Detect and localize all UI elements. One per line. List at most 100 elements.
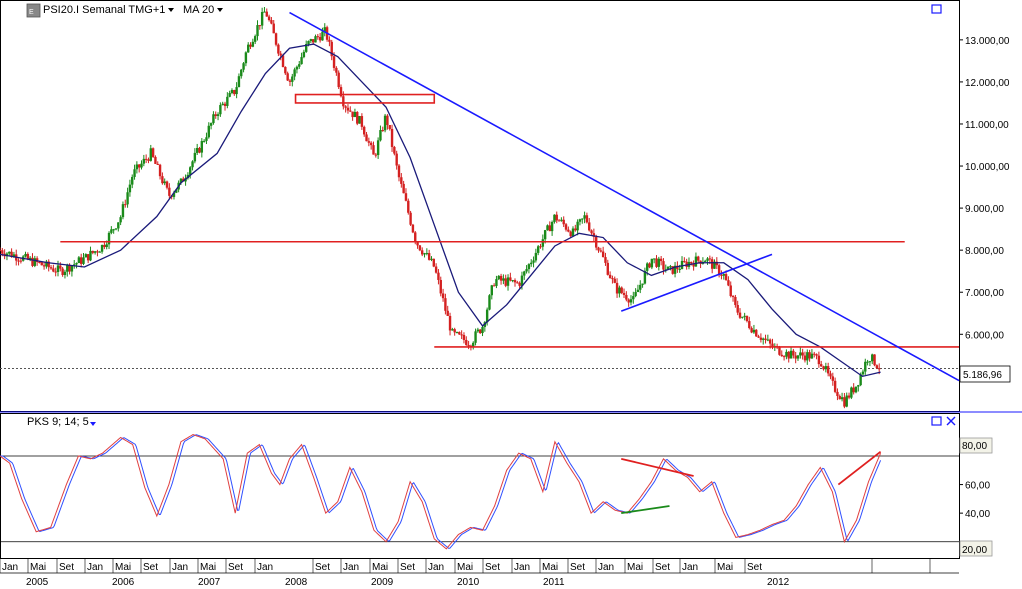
candle-body bbox=[409, 212, 412, 225]
candle-body bbox=[137, 164, 141, 168]
candle-body bbox=[8, 251, 11, 254]
candle-body bbox=[154, 156, 157, 164]
candle-body bbox=[567, 229, 570, 232]
candle-body bbox=[868, 361, 872, 363]
instrument-icon[interactable] bbox=[26, 3, 41, 18]
candle-body bbox=[492, 285, 496, 287]
candle-body bbox=[179, 178, 183, 183]
candle-body bbox=[332, 56, 336, 68]
candle-body bbox=[221, 103, 224, 106]
instrument-dropdown-icon[interactable] bbox=[168, 8, 174, 12]
candle-body bbox=[432, 258, 436, 267]
candle-body bbox=[722, 274, 725, 276]
candle-body bbox=[478, 329, 482, 334]
candle-body bbox=[251, 41, 255, 47]
candle-body bbox=[748, 321, 751, 329]
osc-level-low-box bbox=[959, 540, 993, 557]
candle-body bbox=[690, 261, 693, 264]
candle-body bbox=[757, 336, 760, 338]
month-label: Set bbox=[59, 562, 74, 573]
candle-body bbox=[741, 316, 744, 318]
candle-body bbox=[86, 254, 90, 261]
candle-body bbox=[727, 280, 730, 286]
candle-body bbox=[627, 299, 630, 303]
candle-body bbox=[606, 262, 609, 275]
candle-body bbox=[755, 329, 758, 337]
candle-body bbox=[859, 374, 862, 386]
candle-body bbox=[105, 244, 108, 248]
indicator-dropdown-icon[interactable] bbox=[217, 8, 223, 12]
candle-body bbox=[504, 278, 507, 286]
candle-body bbox=[207, 125, 210, 138]
month-label: Jan bbox=[172, 562, 188, 573]
candle-body bbox=[632, 296, 635, 300]
candle-body bbox=[648, 263, 651, 268]
month-label: Mai bbox=[200, 562, 216, 573]
candle-body bbox=[416, 241, 419, 246]
month-label: Jan bbox=[514, 562, 530, 573]
candle-body bbox=[708, 258, 712, 260]
price-y-tick-label: 12.000,00 bbox=[965, 78, 1010, 89]
candle-body bbox=[342, 96, 345, 107]
candle-body bbox=[604, 257, 607, 263]
osc-main-line bbox=[0, 434, 882, 550]
candle-body bbox=[425, 253, 429, 255]
candle-body bbox=[293, 69, 296, 77]
candle-body bbox=[38, 262, 41, 264]
candle-body bbox=[52, 268, 55, 272]
candle-body bbox=[877, 368, 881, 370]
close-oscillator-panel-icon[interactable] bbox=[946, 416, 956, 426]
candle-body bbox=[379, 130, 382, 141]
instrument-title[interactable]: PSI20.I Semanal TMG+1 bbox=[43, 4, 166, 16]
candle-body bbox=[381, 130, 384, 132]
candle-body bbox=[808, 352, 811, 359]
candle-body bbox=[98, 251, 101, 253]
candle-body bbox=[219, 105, 222, 115]
maximize-oscillator-panel-icon[interactable] bbox=[931, 416, 942, 426]
candle-body bbox=[441, 293, 445, 299]
candle-body bbox=[465, 339, 468, 346]
candle-body bbox=[474, 331, 477, 343]
oscillator-title[interactable]: PKS 9; 14; 5 bbox=[27, 416, 89, 428]
price-panel-frame bbox=[0, 0, 960, 412]
candle-body bbox=[532, 260, 535, 263]
candle-body bbox=[836, 391, 839, 396]
candle-body bbox=[734, 296, 737, 305]
candle-body bbox=[10, 251, 13, 257]
candle-body bbox=[736, 304, 739, 313]
candle-body bbox=[267, 16, 271, 21]
candle-body bbox=[789, 350, 793, 359]
candle-body bbox=[815, 354, 818, 356]
candle-body bbox=[400, 177, 403, 184]
indicator-title[interactable]: MA 20 bbox=[183, 4, 215, 16]
candle-body bbox=[481, 326, 484, 334]
candle-body bbox=[110, 229, 113, 233]
candle-body bbox=[467, 345, 470, 347]
candle-body bbox=[35, 258, 39, 263]
candle-body bbox=[871, 354, 874, 362]
candle-body bbox=[117, 222, 120, 229]
candle-body bbox=[369, 142, 373, 146]
candle-body bbox=[673, 265, 677, 274]
candle-body bbox=[666, 266, 670, 270]
oscillator-dropdown-icon[interactable] bbox=[90, 422, 96, 426]
candle-body bbox=[240, 69, 243, 77]
month-label: Jan bbox=[428, 562, 444, 573]
candle-body bbox=[785, 351, 788, 357]
candle-body bbox=[850, 387, 853, 398]
candle-body bbox=[460, 334, 463, 336]
candle-body bbox=[70, 265, 74, 272]
candle-body bbox=[840, 397, 844, 400]
candle-body bbox=[149, 148, 152, 161]
candle-body bbox=[161, 176, 164, 184]
candle-body bbox=[128, 184, 132, 193]
candle-body bbox=[488, 295, 491, 310]
candle-body bbox=[77, 257, 81, 264]
candle-body bbox=[45, 261, 48, 267]
maximize-price-panel-icon[interactable] bbox=[931, 4, 942, 14]
candle-body bbox=[281, 55, 285, 67]
candle-body bbox=[576, 221, 579, 231]
candle-body bbox=[550, 222, 554, 232]
candle-body bbox=[683, 260, 686, 262]
year-label: 2005 bbox=[26, 577, 49, 588]
